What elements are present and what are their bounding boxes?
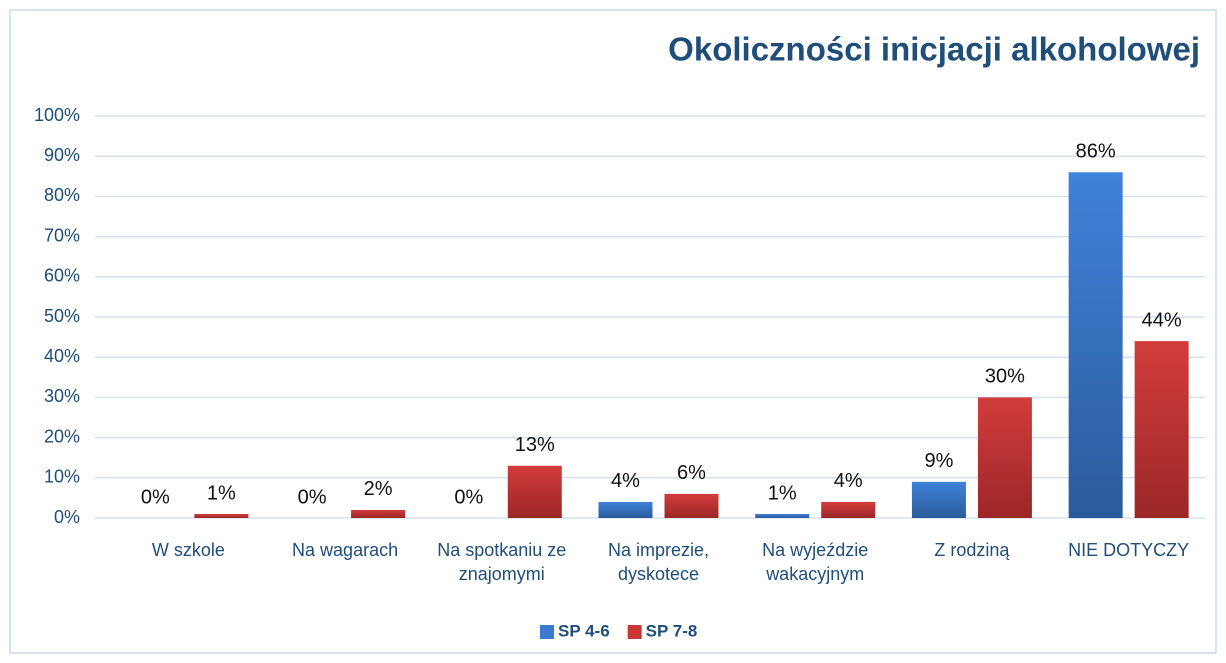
y-tick-label: 100% bbox=[34, 105, 80, 125]
x-tick-label: Na wyjeździe wakacyjnym bbox=[762, 540, 869, 584]
data-label: 2% bbox=[364, 478, 393, 500]
bar bbox=[507, 465, 562, 518]
x-tick-label: Na wagarach bbox=[292, 540, 399, 560]
y-tick-label: 0% bbox=[54, 507, 80, 527]
bar bbox=[821, 501, 876, 518]
data-label: 4% bbox=[834, 470, 863, 492]
chart-title: Okoliczności inicjacji alkoholowej bbox=[668, 31, 1200, 68]
y-tick-label: 70% bbox=[44, 225, 80, 245]
y-tick-label: 80% bbox=[44, 185, 80, 205]
bar bbox=[911, 481, 966, 518]
x-tick-label: Na spotkaniu ze znajomymi bbox=[437, 540, 567, 584]
data-label: 13% bbox=[515, 434, 555, 456]
bar bbox=[598, 501, 653, 518]
x-tick-label: Z rodziną bbox=[934, 540, 1010, 560]
y-tick-label: 40% bbox=[44, 346, 80, 366]
data-label: 6% bbox=[677, 462, 706, 484]
bar bbox=[194, 513, 249, 518]
data-label: 30% bbox=[985, 366, 1025, 388]
data-label: 44% bbox=[1142, 309, 1182, 331]
y-tick-label: 60% bbox=[44, 266, 80, 286]
bar bbox=[1134, 341, 1189, 518]
bar bbox=[664, 493, 719, 518]
legend-label: SP 4-6 bbox=[558, 621, 610, 640]
bar bbox=[977, 397, 1032, 518]
bar bbox=[351, 509, 406, 518]
legend-swatch bbox=[540, 625, 554, 639]
data-label: 0% bbox=[454, 486, 483, 508]
y-tick-label: 30% bbox=[44, 386, 80, 406]
data-label: 0% bbox=[141, 486, 170, 508]
y-tick-label: 50% bbox=[44, 306, 80, 326]
x-tick-label: NIE DOTYCZY bbox=[1068, 540, 1190, 560]
legend-label: SP 7-8 bbox=[646, 621, 698, 640]
x-tick-label: W szkole bbox=[151, 540, 225, 560]
data-label: 4% bbox=[611, 470, 640, 492]
y-tick-label: 20% bbox=[44, 426, 80, 446]
legend-swatch bbox=[627, 625, 642, 639]
x-tick-label: Na imprezie, dyskotece bbox=[607, 540, 710, 584]
frame bbox=[9, 9, 1217, 654]
bar bbox=[1068, 172, 1123, 518]
data-label: 0% bbox=[298, 486, 327, 508]
data-label: 9% bbox=[924, 450, 953, 472]
y-tick-label: 90% bbox=[44, 145, 80, 165]
data-label: 1% bbox=[768, 482, 797, 504]
y-tick-label: 10% bbox=[44, 467, 80, 487]
data-label: 86% bbox=[1076, 141, 1116, 163]
data-label: 1% bbox=[207, 482, 236, 504]
bar bbox=[755, 513, 810, 518]
